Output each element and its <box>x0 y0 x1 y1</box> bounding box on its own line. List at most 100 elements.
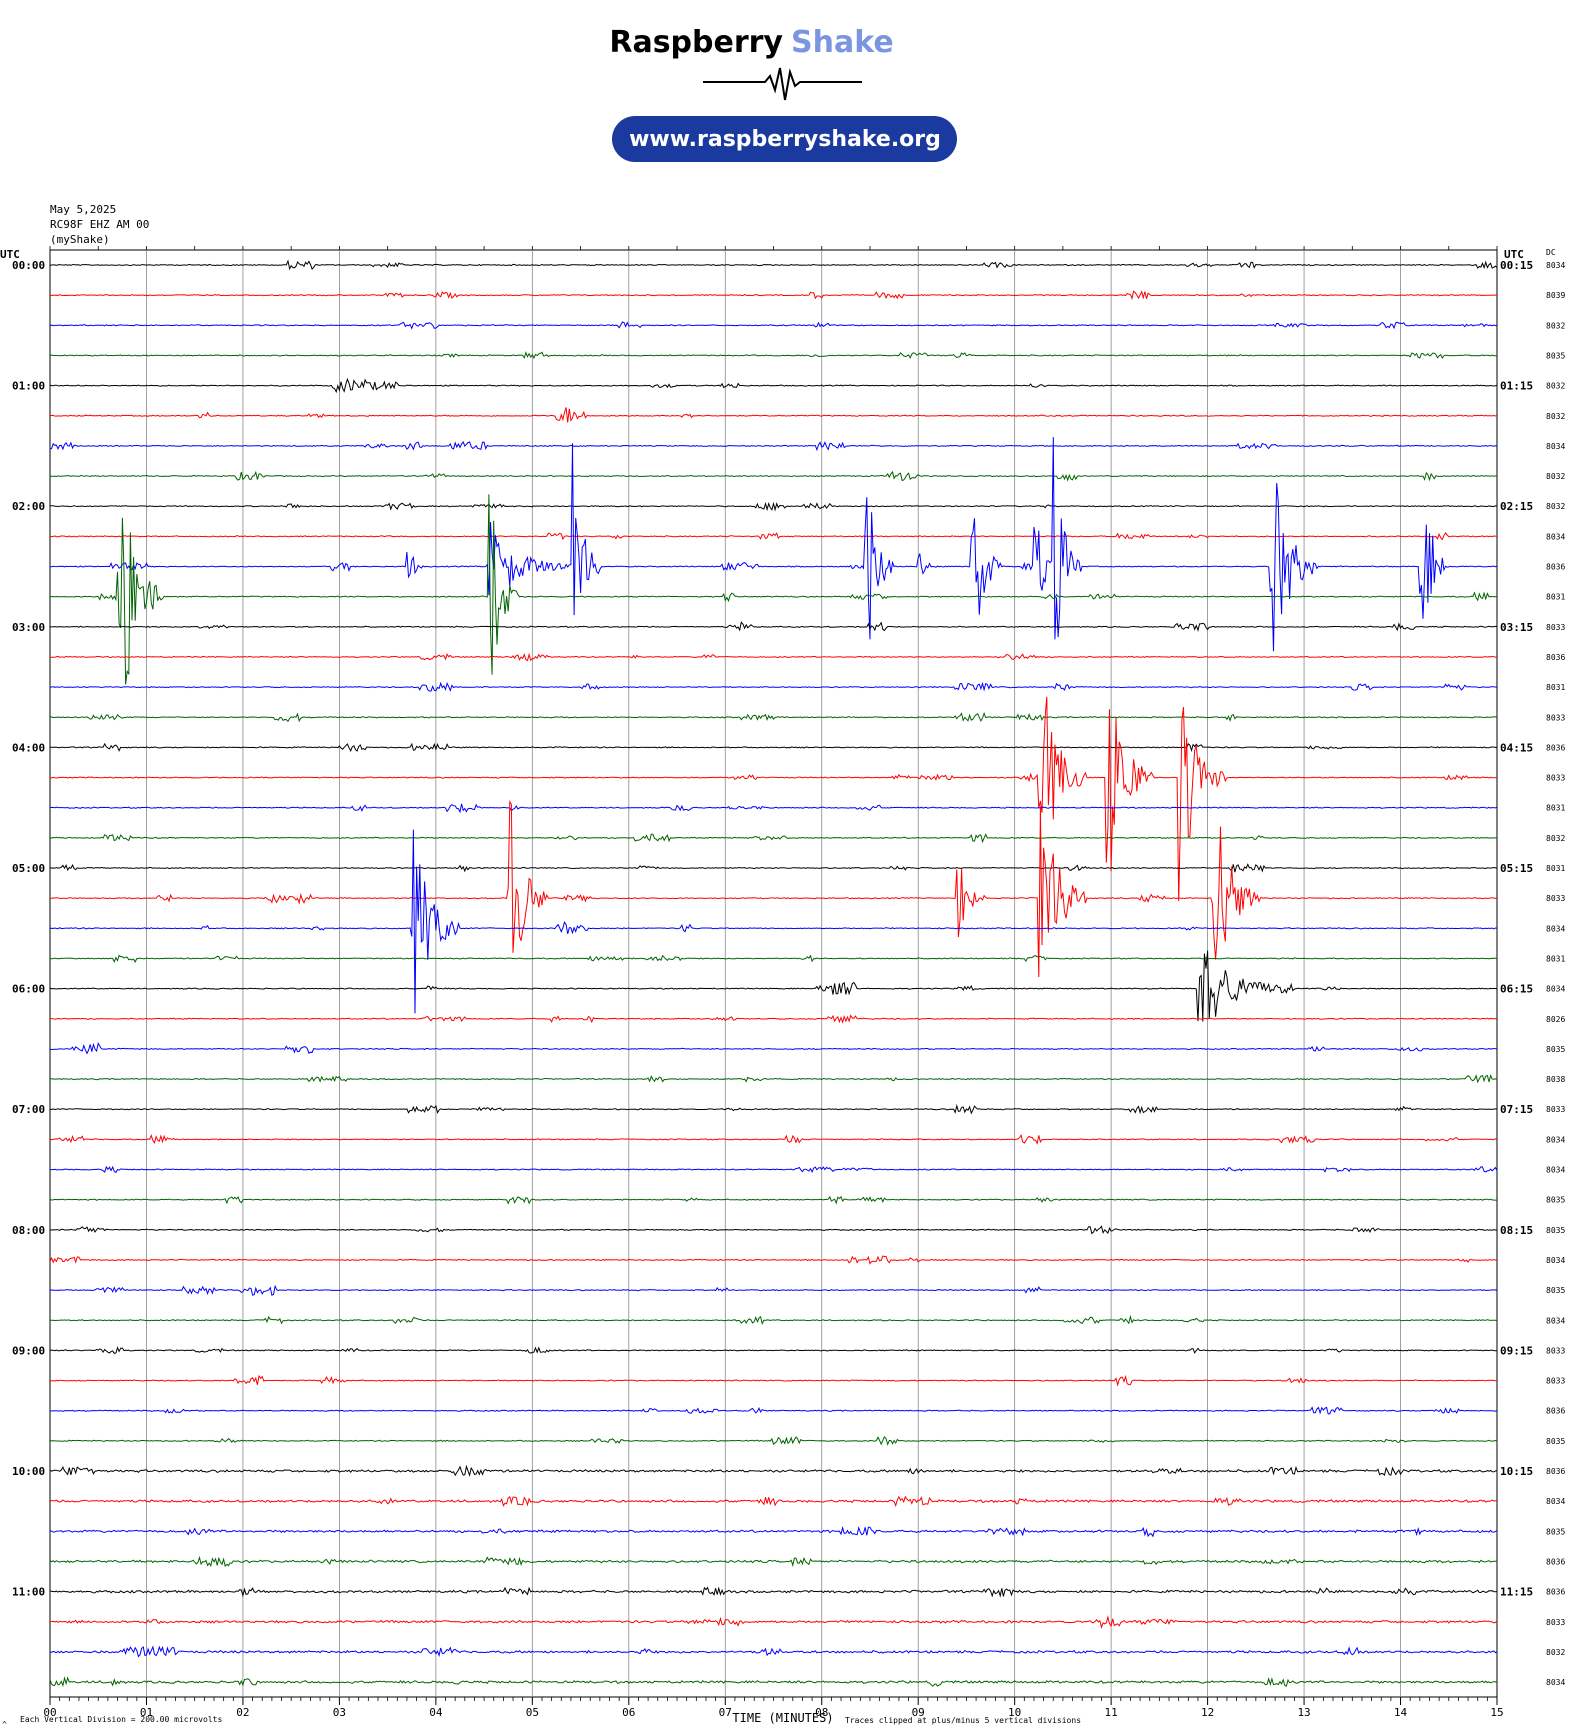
seismic-trace <box>49 259 1498 271</box>
seismic-trace <box>49 1165 1498 1174</box>
x-tick-label: 15 <box>1490 1706 1503 1719</box>
seismic-trace <box>49 799 1498 978</box>
dc-offset-label: 8034 <box>1546 1497 1565 1506</box>
dc-offset-label: 8035 <box>1546 1286 1565 1295</box>
dc-offset-label: 8034 <box>1546 442 1565 451</box>
seismic-trace <box>50 1225 1498 1235</box>
seismic-trace <box>49 863 1498 873</box>
seismic-trace <box>49 1436 1498 1446</box>
x-axis-title: TIME (MINUTES) <box>732 1711 833 1725</box>
dc-offset-label: 8033 <box>1546 774 1565 783</box>
seismic-trace <box>49 1555 1497 1568</box>
brand-logo: Raspberry Shake www.raspberryshake.org <box>609 25 957 162</box>
x-tick-label: 11 <box>1105 1706 1118 1719</box>
x-tick-label: 14 <box>1394 1706 1408 1719</box>
dc-offset-label: 8035 <box>1546 1437 1565 1446</box>
division-note: Each Vertical Division = 200.00 microvol… <box>20 1715 222 1724</box>
x-tick-label: 13 <box>1297 1706 1310 1719</box>
dc-offset-label: 8035 <box>1546 1226 1565 1235</box>
dc-offset-label: 8034 <box>1546 261 1565 270</box>
url-pill[interactable] <box>612 116 957 162</box>
seismic-trace <box>49 950 1498 1022</box>
seismic-trace <box>49 1103 1498 1115</box>
dc-header-label: DC <box>1546 248 1556 257</box>
seismic-trace <box>49 501 1498 512</box>
left-hour-label: 06:00 <box>12 983 45 996</box>
x-tick-label: 02 <box>236 1706 249 1719</box>
left-hour-label: 11:00 <box>12 1586 45 1599</box>
brand-word-raspberry: Raspberry <box>609 25 783 60</box>
dc-offset-label: 8033 <box>1546 623 1565 632</box>
seismic-trace <box>49 351 1497 360</box>
dc-offset-label: 8034 <box>1546 1256 1565 1265</box>
meta-network: (myShake) <box>50 233 110 246</box>
dc-offset-label: 8032 <box>1546 472 1565 481</box>
seismic-trace <box>49 1255 1498 1265</box>
dc-offset-label: 8034 <box>1546 532 1565 541</box>
seismic-trace <box>49 377 1498 394</box>
right-hour-label: 04:15 <box>1500 741 1533 754</box>
seismic-trace <box>49 1586 1498 1598</box>
seismic-trace <box>49 1615 1498 1629</box>
left-hour-label: 10:00 <box>12 1465 45 1478</box>
x-tick-label: 10 <box>1008 1706 1021 1719</box>
left-hour-label: 04:00 <box>12 741 45 754</box>
x-tick-label: 08 <box>815 1706 828 1719</box>
seismic-trace <box>49 1284 1498 1296</box>
station-meta: May 5,2025 RC98F EHZ AM 00 (myShake) <box>50 203 149 246</box>
dc-offset-label: 8031 <box>1546 593 1565 602</box>
left-hour-label: 08:00 <box>12 1224 45 1237</box>
seismic-traces <box>49 259 1498 1688</box>
dc-offset-label: 8034 <box>1546 985 1565 994</box>
x-tick-label: 03 <box>333 1706 346 1719</box>
brand-word-shake: Shake <box>791 25 894 60</box>
seismic-trace <box>49 1374 1498 1387</box>
seismic-trace <box>49 1133 1498 1145</box>
dc-offset-label: 8034 <box>1546 1316 1565 1325</box>
seismic-trace <box>49 1314 1498 1326</box>
meta-date: May 5,2025 <box>50 203 116 216</box>
left-hour-label: 07:00 <box>12 1103 45 1116</box>
seismic-trace <box>49 742 1498 753</box>
x-tick-label: 04 <box>429 1706 443 1719</box>
seismic-trace <box>49 803 1498 814</box>
seismic-trace <box>49 681 1498 692</box>
url-text[interactable]: www.raspberryshake.org <box>629 127 941 152</box>
dc-offset-label: 8034 <box>1546 1166 1565 1175</box>
dc-offset-label: 8031 <box>1546 804 1565 813</box>
dc-offset-label: 8035 <box>1546 1527 1565 1536</box>
x-tick-label: 05 <box>526 1706 539 1719</box>
seismic-trace <box>49 1525 1498 1538</box>
right-utc-label: UTC <box>1504 248 1524 261</box>
right-hour-label: 06:15 <box>1500 983 1533 996</box>
seismic-trace <box>49 621 1498 632</box>
dc-offset-label: 8032 <box>1546 1648 1565 1657</box>
seismic-trace <box>49 1074 1498 1084</box>
dc-offset-label: 8034 <box>1546 924 1565 933</box>
seismic-trace <box>49 1645 1498 1658</box>
dc-offset-label: 8036 <box>1546 563 1565 572</box>
seismic-trace <box>49 290 1498 301</box>
seismic-trace <box>49 532 1498 541</box>
dc-offset-label: 8033 <box>1546 1346 1565 1355</box>
axis-labels: 00 01 02 03 04 05 06 07 08 09 10 11 12 13 14 15 8034 00:0… <box>12 259 1565 1719</box>
seismic-trace <box>50 652 1498 662</box>
dc-offset-label: 8032 <box>1546 502 1565 511</box>
seismic-trace <box>49 833 1498 844</box>
seismic-trace <box>49 829 1498 1014</box>
dc-offset-label: 8036 <box>1546 1588 1565 1597</box>
dc-offset-label: 8033 <box>1546 1618 1565 1627</box>
dc-offset-label: 8032 <box>1546 834 1565 843</box>
seismic-trace <box>49 1042 1498 1055</box>
dc-offset-label: 8035 <box>1546 351 1565 360</box>
seismic-trace <box>49 954 1498 963</box>
dc-offset-label: 8033 <box>1546 1105 1565 1114</box>
dc-offset-label: 8036 <box>1546 1557 1565 1566</box>
seismograph-wave-icon <box>703 67 862 101</box>
seismic-trace <box>49 441 1498 452</box>
left-hour-label: 01:00 <box>12 380 45 393</box>
dc-offset-label: 8036 <box>1546 653 1565 662</box>
dc-offset-label: 8036 <box>1546 743 1565 752</box>
seismic-trace <box>49 494 1498 685</box>
dc-offset-label: 8034 <box>1546 1678 1565 1687</box>
